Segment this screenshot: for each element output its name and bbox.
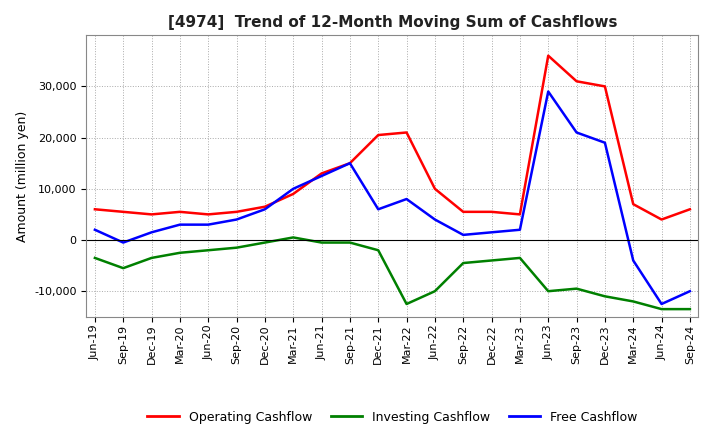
Operating Cashflow bbox=[346, 161, 354, 166]
Investing Cashflow bbox=[374, 248, 382, 253]
Line: Investing Cashflow: Investing Cashflow bbox=[95, 238, 690, 309]
Free Cashflow bbox=[91, 227, 99, 232]
Investing Cashflow bbox=[119, 265, 127, 271]
Investing Cashflow bbox=[544, 289, 552, 294]
Operating Cashflow bbox=[431, 186, 439, 191]
Investing Cashflow bbox=[318, 240, 326, 245]
Free Cashflow bbox=[572, 130, 581, 135]
Free Cashflow bbox=[233, 217, 241, 222]
Free Cashflow bbox=[487, 230, 496, 235]
Investing Cashflow bbox=[204, 248, 212, 253]
Investing Cashflow bbox=[657, 307, 666, 312]
Free Cashflow bbox=[600, 140, 609, 145]
Investing Cashflow bbox=[289, 235, 297, 240]
Investing Cashflow bbox=[600, 293, 609, 299]
Free Cashflow bbox=[657, 301, 666, 307]
Operating Cashflow bbox=[176, 209, 184, 214]
Free Cashflow bbox=[204, 222, 212, 227]
Investing Cashflow bbox=[629, 299, 637, 304]
Free Cashflow bbox=[516, 227, 524, 232]
Operating Cashflow bbox=[233, 209, 241, 214]
Investing Cashflow bbox=[233, 245, 241, 250]
Free Cashflow bbox=[374, 207, 382, 212]
Operating Cashflow bbox=[148, 212, 156, 217]
Free Cashflow bbox=[289, 186, 297, 191]
Free Cashflow bbox=[261, 207, 269, 212]
Operating Cashflow bbox=[261, 204, 269, 209]
Operating Cashflow bbox=[91, 207, 99, 212]
Operating Cashflow bbox=[516, 212, 524, 217]
Operating Cashflow bbox=[572, 79, 581, 84]
Investing Cashflow bbox=[431, 289, 439, 294]
Operating Cashflow bbox=[289, 191, 297, 197]
Free Cashflow bbox=[148, 230, 156, 235]
Free Cashflow bbox=[685, 289, 694, 294]
Operating Cashflow bbox=[657, 217, 666, 222]
Operating Cashflow bbox=[119, 209, 127, 214]
Operating Cashflow bbox=[685, 207, 694, 212]
Investing Cashflow bbox=[346, 240, 354, 245]
Investing Cashflow bbox=[685, 307, 694, 312]
Free Cashflow bbox=[119, 240, 127, 245]
Y-axis label: Amount (million yen): Amount (million yen) bbox=[16, 110, 29, 242]
Free Cashflow bbox=[459, 232, 467, 238]
Investing Cashflow bbox=[148, 255, 156, 260]
Investing Cashflow bbox=[176, 250, 184, 256]
Free Cashflow bbox=[346, 161, 354, 166]
Line: Operating Cashflow: Operating Cashflow bbox=[95, 56, 690, 220]
Title: [4974]  Trend of 12-Month Moving Sum of Cashflows: [4974] Trend of 12-Month Moving Sum of C… bbox=[168, 15, 617, 30]
Operating Cashflow bbox=[600, 84, 609, 89]
Line: Free Cashflow: Free Cashflow bbox=[95, 92, 690, 304]
Operating Cashflow bbox=[459, 209, 467, 214]
Investing Cashflow bbox=[402, 301, 411, 307]
Legend: Operating Cashflow, Investing Cashflow, Free Cashflow: Operating Cashflow, Investing Cashflow, … bbox=[143, 406, 642, 429]
Investing Cashflow bbox=[487, 258, 496, 263]
Free Cashflow bbox=[629, 258, 637, 263]
Free Cashflow bbox=[431, 217, 439, 222]
Investing Cashflow bbox=[91, 255, 99, 260]
Operating Cashflow bbox=[204, 212, 212, 217]
Investing Cashflow bbox=[572, 286, 581, 291]
Operating Cashflow bbox=[544, 53, 552, 59]
Investing Cashflow bbox=[261, 240, 269, 245]
Free Cashflow bbox=[318, 173, 326, 179]
Operating Cashflow bbox=[402, 130, 411, 135]
Operating Cashflow bbox=[487, 209, 496, 214]
Free Cashflow bbox=[176, 222, 184, 227]
Operating Cashflow bbox=[629, 202, 637, 207]
Operating Cashflow bbox=[318, 171, 326, 176]
Free Cashflow bbox=[402, 196, 411, 202]
Free Cashflow bbox=[544, 89, 552, 94]
Investing Cashflow bbox=[459, 260, 467, 266]
Operating Cashflow bbox=[374, 132, 382, 138]
Investing Cashflow bbox=[516, 255, 524, 260]
